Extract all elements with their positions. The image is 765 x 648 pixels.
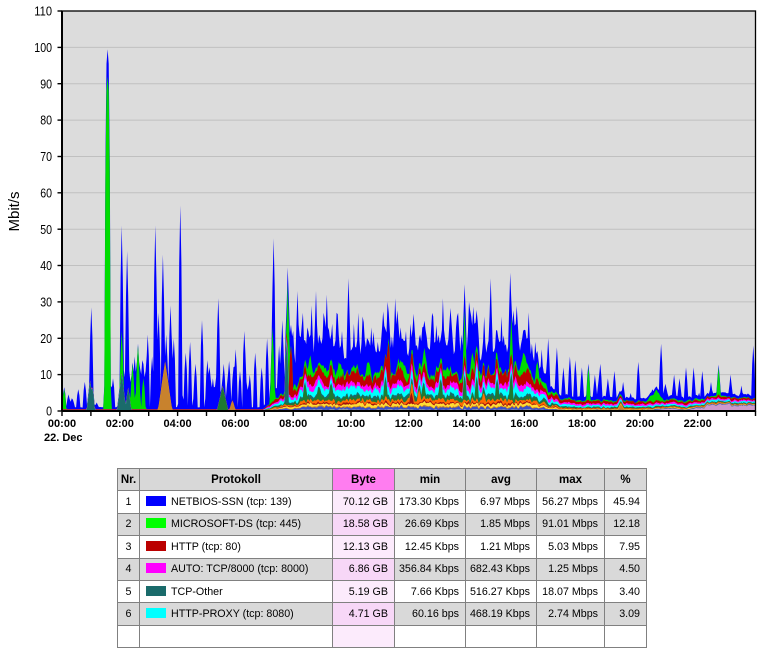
svg-text:18:00: 18:00 (568, 418, 596, 430)
svg-text:60: 60 (40, 185, 52, 200)
svg-text:00:00: 00:00 (48, 418, 76, 430)
svg-text:20: 20 (40, 331, 52, 346)
svg-text:06:00: 06:00 (221, 418, 249, 430)
svg-text:10:00: 10:00 (337, 418, 365, 430)
svg-text:80: 80 (40, 113, 52, 128)
svg-text:04:00: 04:00 (164, 418, 192, 430)
svg-text:Mbit/s: Mbit/s (6, 191, 23, 231)
svg-text:0: 0 (46, 404, 52, 419)
svg-text:02:00: 02:00 (106, 418, 134, 430)
svg-text:100: 100 (34, 40, 52, 55)
svg-text:08:00: 08:00 (279, 418, 307, 430)
svg-text:22. Dec: 22. Dec (44, 432, 83, 444)
svg-text:14:00: 14:00 (452, 418, 480, 430)
svg-text:110: 110 (34, 4, 52, 19)
svg-text:70: 70 (40, 149, 52, 164)
svg-text:16:00: 16:00 (510, 418, 538, 430)
svg-text:12:00: 12:00 (395, 418, 423, 430)
svg-text:20:00: 20:00 (626, 418, 654, 430)
svg-text:22:00: 22:00 (684, 418, 712, 430)
svg-text:30: 30 (40, 295, 52, 310)
svg-text:90: 90 (40, 76, 52, 91)
svg-text:10: 10 (40, 367, 52, 382)
svg-text:50: 50 (40, 222, 52, 237)
svg-text:40: 40 (40, 258, 52, 273)
